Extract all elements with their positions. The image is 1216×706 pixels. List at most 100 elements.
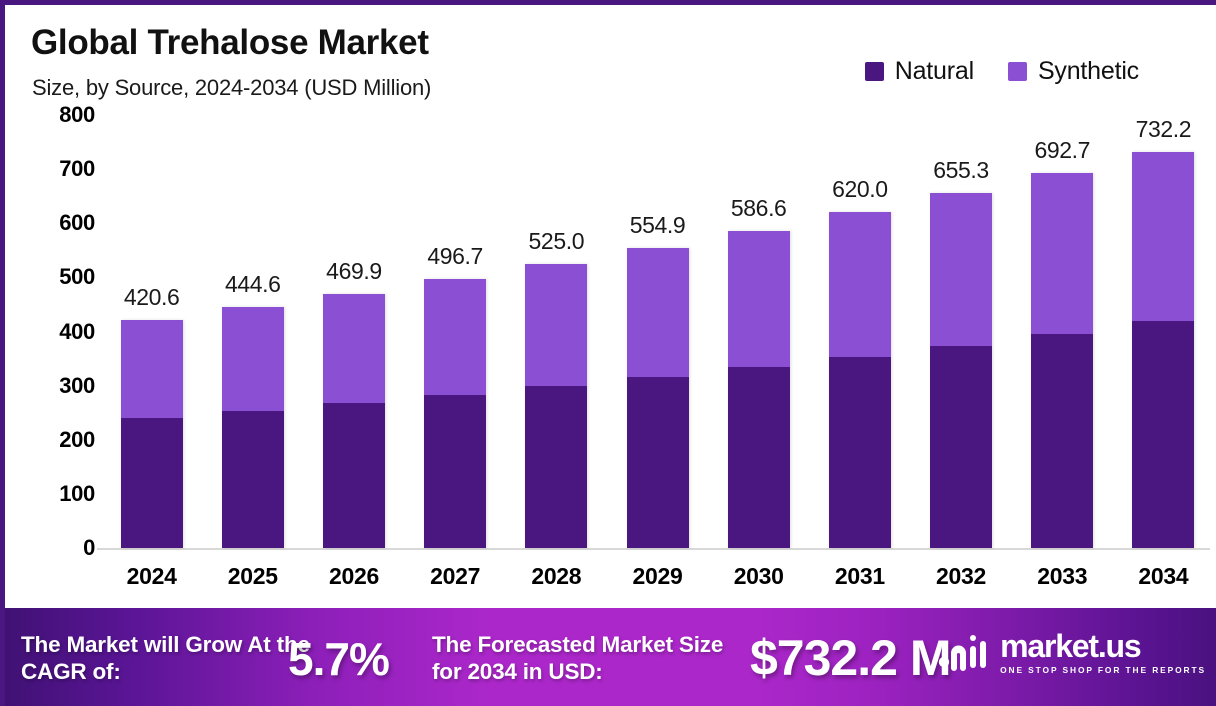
x-axis-tick: 2028 [531, 563, 582, 589]
bar-segment-synthetic[interactable] [424, 279, 487, 395]
bar-segment-natural[interactable] [828, 356, 891, 548]
page-subtitle: Size, by Source, 2024-2034 (USD Million) [32, 75, 432, 100]
bar-segment-natural[interactable] [322, 403, 385, 548]
legend-swatch-natural [864, 62, 884, 81]
bar-segment-natural[interactable] [525, 386, 588, 548]
bar-value-label: 444.6 [224, 271, 281, 298]
bar-segment-synthetic[interactable] [828, 212, 891, 357]
bar-segment-natural[interactable] [626, 376, 689, 548]
forecast-size-value: $732.2 M [750, 630, 951, 686]
footer-banner: The Market will Grow At the CAGR of: 5.7… [5, 608, 1216, 706]
x-axis-tick: 2025 [227, 563, 278, 589]
legend-item-synthetic[interactable]: Synthetic [1007, 57, 1139, 86]
legend-label-natural: Natural [894, 57, 974, 85]
y-axis-tick: 400 [59, 318, 95, 344]
bar-value-label: 655.3 [933, 157, 989, 184]
bar-segment-natural[interactable] [120, 418, 183, 548]
bar-stack[interactable] [322, 293, 385, 548]
bar-group[interactable] [727, 230, 790, 548]
bar-segment-natural[interactable] [221, 410, 284, 548]
bar-stack[interactable] [727, 230, 790, 548]
bar-value-label: 496.7 [427, 243, 483, 270]
x-axis-tick: 2030 [733, 563, 784, 589]
y-axis-tick: 100 [59, 480, 95, 506]
x-axis-line [97, 548, 1210, 550]
cagr-label: The Market will Grow At the CAGR of: [21, 632, 310, 684]
y-axis: 800 700 600 500 400 300 200 100 0 [27, 102, 95, 560]
logo-wordmark: market.us [1000, 628, 1142, 664]
x-axis-tick: 2024 [126, 563, 177, 589]
bar-group[interactable] [322, 293, 385, 548]
y-axis-tick: 200 [59, 426, 95, 452]
y-axis-tick: 300 [59, 372, 95, 398]
x-axis-tick: 2031 [834, 563, 885, 589]
bar-segment-synthetic[interactable] [120, 320, 183, 419]
cagr-value: 5.7% [288, 633, 390, 685]
bar-value-label: 554.9 [629, 211, 686, 238]
bar-group[interactable] [828, 212, 891, 548]
bar-stack[interactable] [221, 307, 284, 548]
bar-segment-synthetic[interactable] [1031, 173, 1094, 335]
chart-header: Global Trehalose Market Size, by Source,… [5, 5, 1216, 115]
bar-stack[interactable] [828, 212, 891, 548]
bar-value-label: 732.2 [1135, 115, 1192, 142]
bar-segment-natural[interactable] [727, 367, 790, 548]
x-axis-tick: 2029 [632, 563, 683, 589]
y-axis-tick: 500 [59, 264, 95, 290]
page-title: Global Trehalose Market [31, 23, 429, 62]
bar-stack[interactable] [120, 320, 183, 548]
market-us-logo-icon [938, 634, 987, 671]
bars-container: 420.6 444.6 469.9 496.7 525.0 554.9 586.6 620.0… [101, 115, 1209, 548]
market-us-logo[interactable]: market.us ONE STOP SHOP FOR THE REPORTS [937, 630, 1206, 675]
bar-group[interactable] [1132, 151, 1195, 548]
bar-group[interactable] [626, 247, 689, 548]
bar-segment-synthetic[interactable] [930, 193, 993, 346]
x-axis-labels: 2024 2025 2026 2027 2028 2029 2030 2031 2032 2033… [101, 563, 1209, 599]
logo-tagline: ONE STOP SHOP FOR THE REPORTS [1000, 665, 1206, 675]
bar-segment-synthetic[interactable] [1132, 151, 1195, 321]
bar-stack[interactable] [525, 263, 588, 548]
x-axis-tick: 2027 [430, 563, 481, 589]
bar-segment-natural[interactable] [1031, 334, 1094, 548]
bar-segment-natural[interactable] [930, 345, 993, 548]
bar-group[interactable] [120, 320, 183, 548]
y-axis-tick: 0 [83, 535, 95, 560]
legend-label-synthetic: Synthetic [1037, 57, 1139, 85]
bar-group[interactable] [1031, 173, 1094, 548]
y-axis-tick: 600 [59, 210, 95, 236]
bar-segment-natural[interactable] [424, 394, 487, 548]
bar-value-label: 692.7 [1034, 137, 1090, 164]
bar-segment-synthetic[interactable] [525, 263, 588, 387]
bar-value-label: 420.6 [123, 284, 180, 311]
x-axis-tick: 2032 [936, 563, 987, 589]
bar-stack[interactable] [1031, 173, 1094, 548]
x-axis-tick: 2026 [328, 563, 379, 589]
bar-stack[interactable] [626, 247, 689, 548]
y-axis-tick: 800 [59, 102, 95, 127]
chart-plot-area: 800 700 600 500 400 300 200 100 0 420.6 444.6 469.… [5, 102, 1216, 610]
bar-stack[interactable] [1132, 151, 1195, 548]
legend-item-natural[interactable]: Natural [864, 57, 974, 86]
bar-value-label: 620.0 [832, 176, 888, 203]
bar-value-label: 525.0 [528, 227, 585, 254]
forecast-size-label: The Forecasted Market Size for 2034 in U… [432, 632, 724, 684]
bar-group[interactable] [525, 263, 588, 548]
bar-stack[interactable] [930, 193, 993, 548]
bar-value-label: 586.6 [730, 194, 787, 221]
bar-segment-synthetic[interactable] [626, 247, 689, 377]
bar-group[interactable] [930, 193, 993, 548]
legend-swatch-synthetic [1007, 62, 1027, 81]
bar-segment-synthetic[interactable] [727, 230, 790, 368]
bar-group[interactable] [221, 307, 284, 548]
chart-legend: Natural Synthetic [864, 57, 1139, 86]
bar-segment-natural[interactable] [1132, 320, 1195, 548]
bar-value-label: 469.9 [326, 257, 382, 284]
x-axis-tick: 2033 [1037, 563, 1088, 589]
y-axis-tick: 700 [59, 156, 95, 182]
bar-segment-synthetic[interactable] [221, 307, 284, 411]
x-axis-tick: 2034 [1138, 563, 1189, 589]
bar-segment-synthetic[interactable] [322, 293, 385, 403]
bar-group[interactable] [424, 279, 487, 548]
bar-stack[interactable] [424, 279, 487, 548]
